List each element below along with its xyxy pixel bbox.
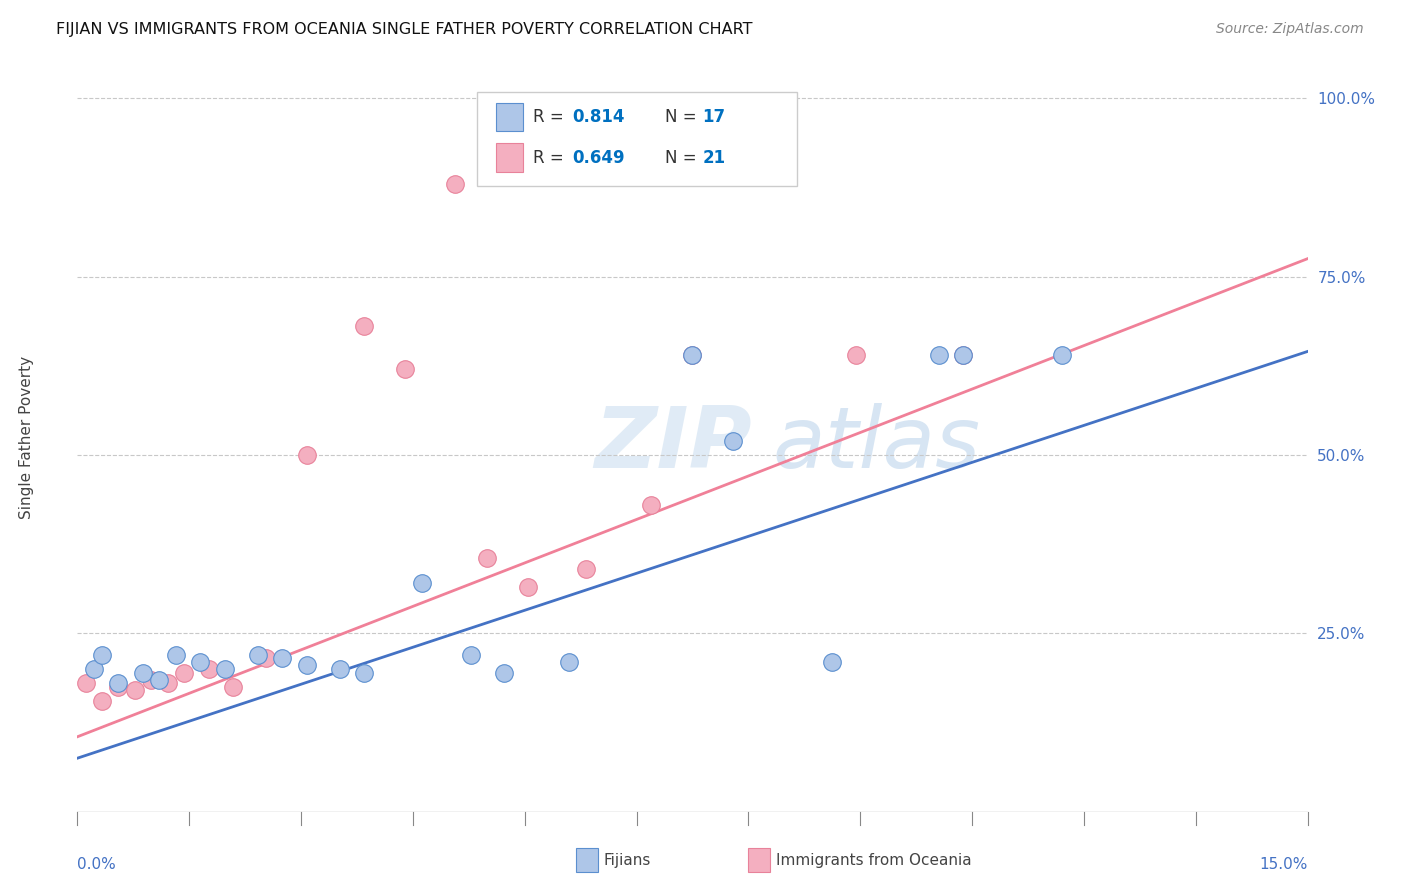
FancyBboxPatch shape — [477, 93, 797, 186]
Point — [640, 498, 662, 512]
Text: 17: 17 — [703, 108, 725, 126]
Point — [197, 662, 219, 676]
Text: 21: 21 — [703, 149, 725, 167]
Point — [558, 655, 581, 669]
Point — [517, 580, 540, 594]
Point — [90, 648, 114, 662]
Text: 15.0%: 15.0% — [1260, 856, 1308, 871]
Point — [353, 319, 375, 334]
Text: ZIP: ZIP — [595, 403, 752, 486]
Point — [254, 651, 277, 665]
Point — [845, 348, 868, 362]
Point — [411, 576, 433, 591]
Text: Source: ZipAtlas.com: Source: ZipAtlas.com — [1216, 22, 1364, 37]
FancyBboxPatch shape — [748, 848, 770, 872]
Point — [394, 362, 416, 376]
Point — [83, 662, 105, 676]
Text: N =: N = — [665, 149, 702, 167]
Text: Fijians: Fijians — [605, 853, 651, 868]
Text: 0.649: 0.649 — [572, 149, 624, 167]
Text: R =: R = — [533, 108, 568, 126]
Point — [723, 434, 745, 448]
Point — [132, 665, 155, 680]
Point — [682, 348, 704, 362]
Point — [952, 348, 974, 362]
Point — [222, 680, 245, 694]
Point — [1050, 348, 1073, 362]
Point — [90, 694, 114, 708]
Point — [928, 348, 950, 362]
Point — [246, 648, 269, 662]
Point — [75, 676, 97, 690]
Text: FIJIAN VS IMMIGRANTS FROM OCEANIA SINGLE FATHER POVERTY CORRELATION CHART: FIJIAN VS IMMIGRANTS FROM OCEANIA SINGLE… — [56, 22, 752, 37]
Point — [821, 655, 844, 669]
FancyBboxPatch shape — [496, 103, 523, 131]
Text: atlas: atlas — [772, 403, 980, 486]
Text: 0.814: 0.814 — [572, 108, 624, 126]
Point — [124, 683, 146, 698]
Text: Immigrants from Oceania: Immigrants from Oceania — [776, 853, 972, 868]
Point — [575, 562, 598, 576]
Text: 0.0%: 0.0% — [77, 856, 117, 871]
Text: R =: R = — [533, 149, 568, 167]
Point — [460, 648, 482, 662]
Point — [107, 676, 129, 690]
Point — [173, 665, 195, 680]
Point — [165, 648, 187, 662]
Text: N =: N = — [665, 108, 702, 126]
Point — [271, 651, 294, 665]
Point — [295, 448, 318, 462]
Point — [214, 662, 236, 676]
FancyBboxPatch shape — [575, 848, 598, 872]
Point — [443, 177, 465, 191]
Point — [477, 551, 499, 566]
Point — [329, 662, 352, 676]
Point — [148, 673, 170, 687]
Point — [188, 655, 212, 669]
Point — [952, 348, 974, 362]
Point — [295, 658, 318, 673]
Point — [141, 673, 163, 687]
FancyBboxPatch shape — [496, 144, 523, 172]
Point — [156, 676, 179, 690]
Point — [107, 680, 129, 694]
Text: Single Father Poverty: Single Father Poverty — [20, 356, 34, 518]
Point — [353, 665, 375, 680]
Point — [682, 348, 704, 362]
Point — [492, 665, 515, 680]
